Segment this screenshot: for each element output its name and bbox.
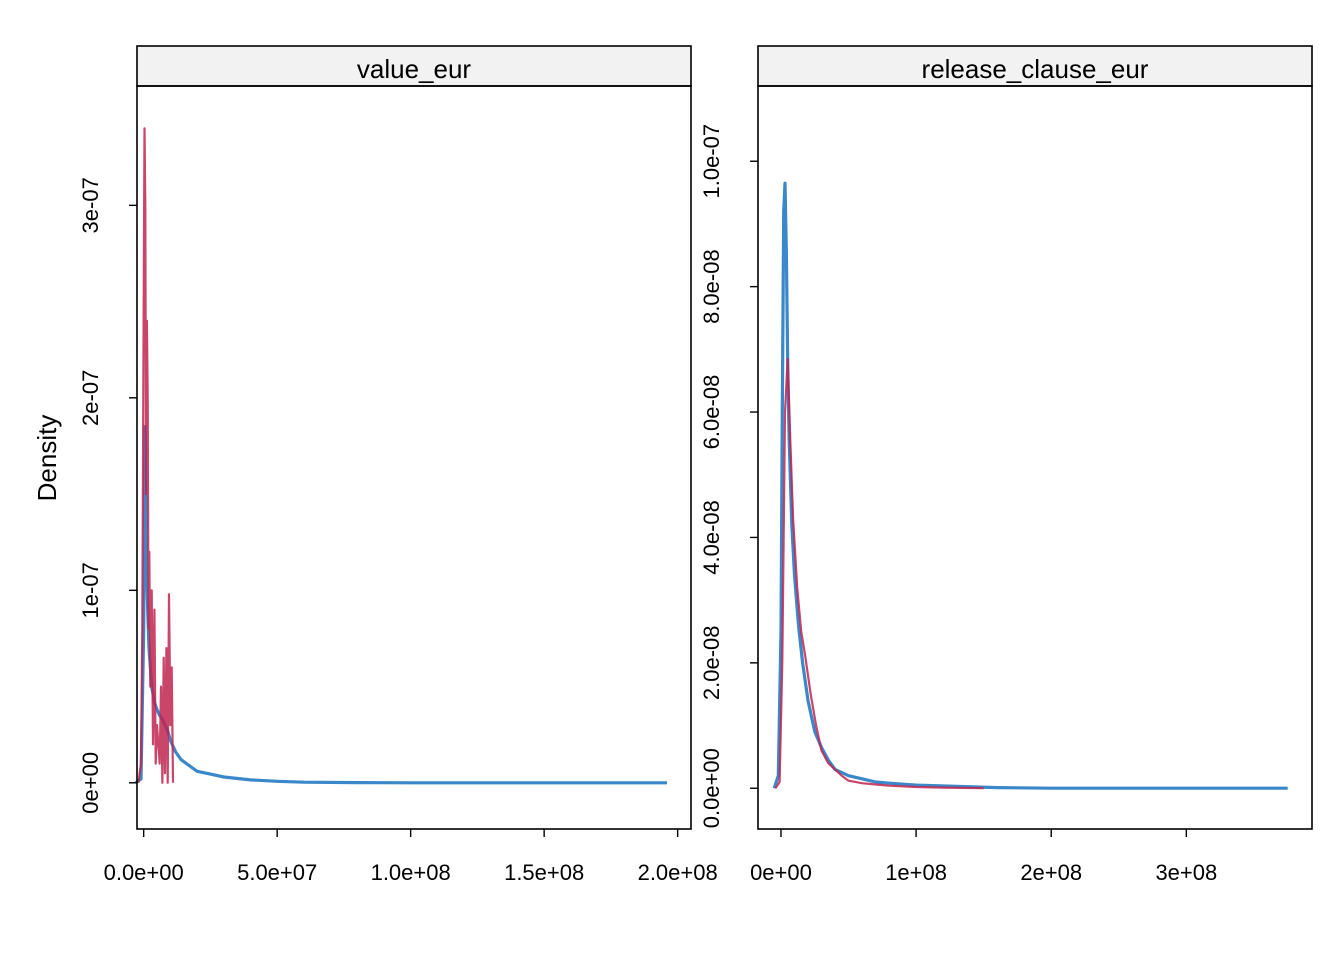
- series-line-red: [774, 357, 984, 790]
- series-line-red: [137, 127, 175, 784]
- y-tick-label: 2.0e-08: [699, 625, 724, 700]
- x-tick-label: 3e+08: [1155, 860, 1217, 885]
- panel-1: release_clause_eur 0e+00 1e+08 2e+08 3e+08 0.…: [699, 45, 1313, 885]
- panel-title: value_eur: [357, 54, 472, 84]
- series-line-blue: [134, 425, 667, 785]
- y-tick-label: 6.0e-08: [699, 375, 724, 450]
- series-line-blue: [772, 181, 1288, 790]
- y-tick-label: 2e-07: [78, 370, 103, 426]
- y-tick-label: 3e-07: [78, 177, 103, 233]
- x-tick-label: 0e+00: [750, 860, 812, 885]
- panel-frame: [757, 85, 1313, 830]
- x-tick-label: 2.0e+08: [638, 860, 718, 885]
- panel-strip: [757, 45, 1313, 87]
- y-tick-label: 8.0e-08: [699, 249, 724, 324]
- x-tick-label: 2e+08: [1020, 860, 1082, 885]
- x-tick-label: 1.5e+08: [504, 860, 584, 885]
- y-tick-label: 4.0e-08: [699, 500, 724, 575]
- y-tick-label: 0e+00: [78, 752, 103, 814]
- y-tick-label: 1.0e-07: [699, 124, 724, 199]
- y-tick-label: 1e-07: [78, 562, 103, 618]
- x-tick-label: 1e+08: [885, 860, 947, 885]
- x-tick-label: 0.0e+00: [104, 860, 184, 885]
- x-tick-label: 1.0e+08: [371, 860, 451, 885]
- x-tick-label: 5.0e+07: [237, 860, 317, 885]
- y-axis-title: Density: [32, 415, 62, 502]
- y-tick-label: 0.0e+00: [699, 748, 724, 828]
- panel-0: value_eur 0.0e+00 5.0e+07 1.0e+08 1.5e+08 2.0…: [78, 45, 718, 885]
- panel-strip: [136, 45, 692, 87]
- panel-frame: [136, 85, 692, 830]
- panel-title: release_clause_eur: [922, 54, 1149, 84]
